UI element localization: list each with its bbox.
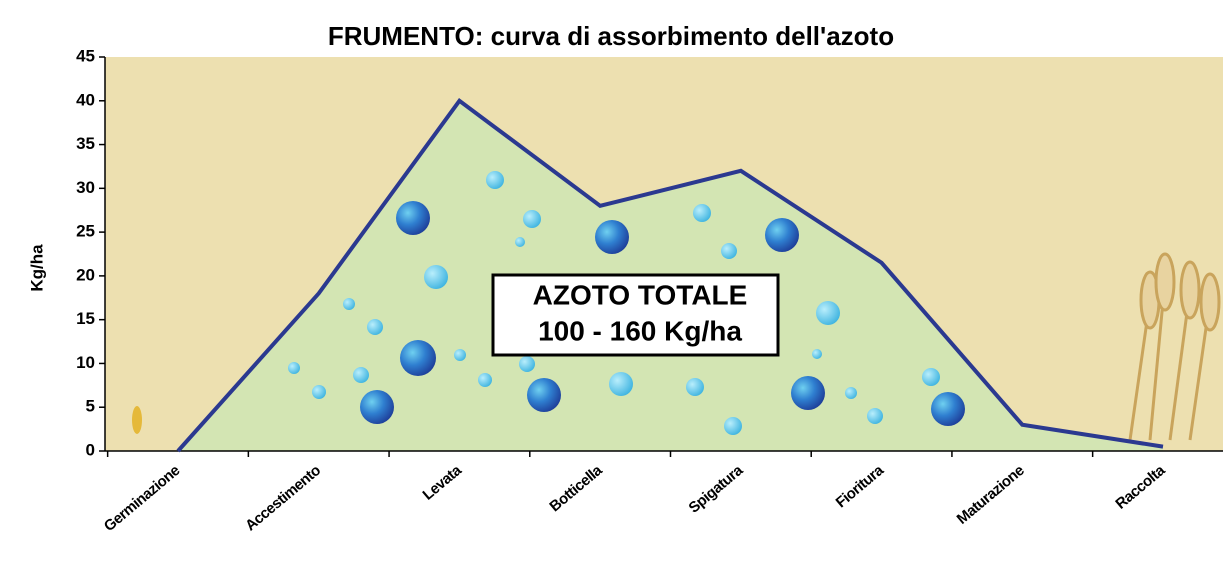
x-tick-label: Maturazione [954,462,1028,528]
y-tick-label: 15 [76,309,95,328]
x-tick-label: Botticella [546,461,606,515]
chart-title: FRUMENTO: curva di assorbimento dell'azo… [328,21,894,51]
x-tick-label: Accestimento [242,462,324,535]
x-tick-label: Fioritura [833,461,888,511]
y-tick-label: 45 [76,46,95,65]
x-tick-label: Levata [420,461,466,503]
annotation: 100 - 160 Kg/ha [538,315,742,346]
y-tick-label: 20 [76,265,95,284]
y-tick-label: 5 [86,397,95,416]
y-tick-label: 25 [76,222,95,241]
annotation: AZOTO TOTALE [533,279,748,310]
x-tick-label: Spigatura [685,461,746,516]
y-tick-label: 35 [76,134,95,153]
y-tick-label: 0 [86,440,95,459]
x-tick-label: Raccolta [1112,461,1169,512]
chart: FRUMENTO: curva di assorbimento dell'azo… [0,0,1223,579]
y-tick-label: 30 [76,178,95,197]
y-tick-label: 10 [76,353,95,372]
x-tick-label: Germinazione [101,462,183,535]
y-tick-label: 40 [76,90,95,109]
y-axis-label: Kg/ha [27,244,46,292]
